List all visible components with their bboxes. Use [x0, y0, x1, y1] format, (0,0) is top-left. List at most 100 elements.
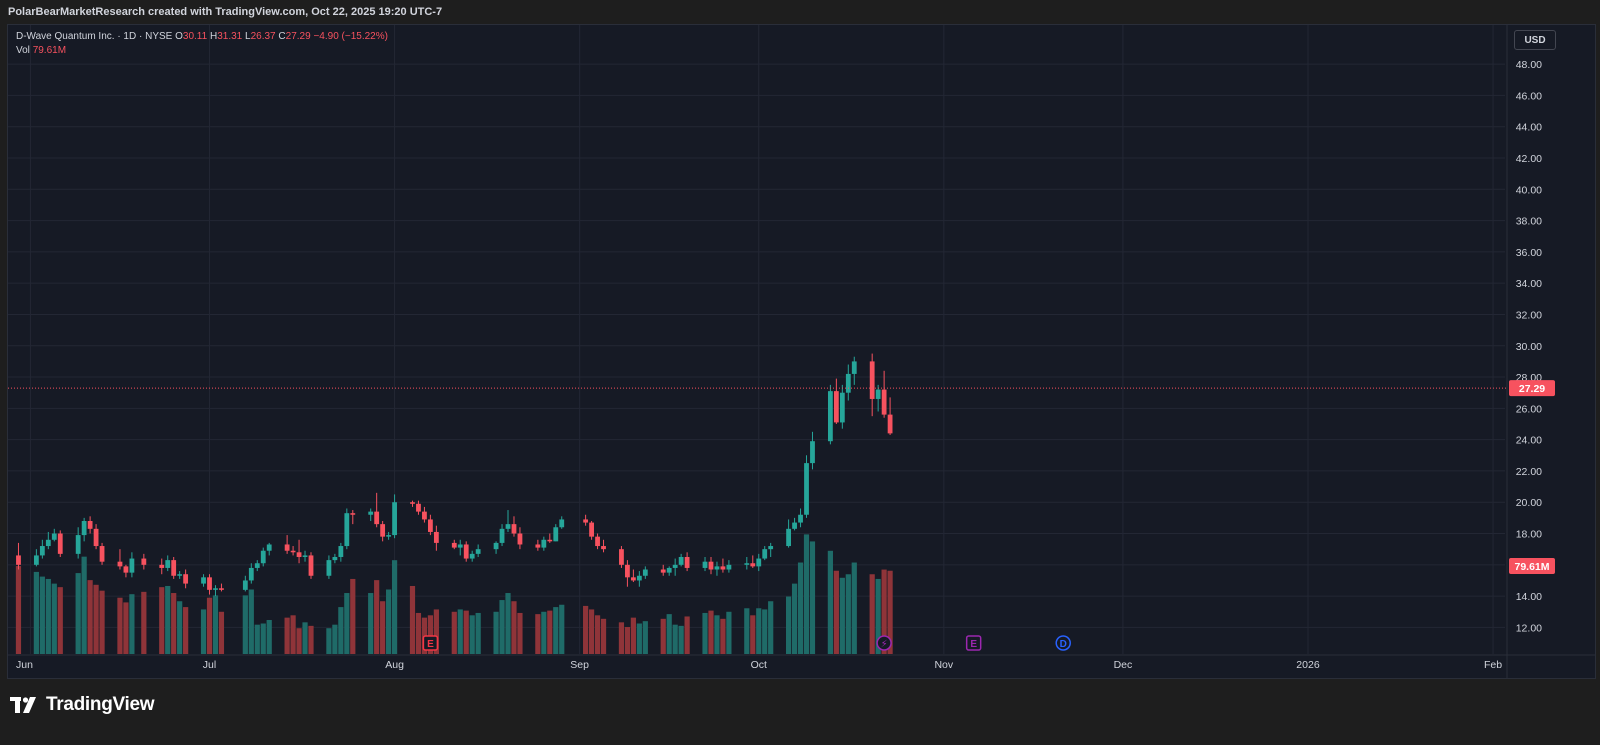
candle-body	[833, 391, 839, 423]
volume-bar	[827, 550, 833, 654]
legend-volume-label: Vol	[16, 45, 30, 56]
volume-bar	[887, 570, 893, 654]
candle-body	[410, 502, 415, 504]
y-tick-label: 36.00	[1516, 247, 1542, 259]
candle-body	[875, 389, 881, 399]
chart-legend: D-Wave Quantum Inc. · 1D · NYSE O30.11 H…	[16, 30, 388, 58]
candle-body	[338, 546, 344, 557]
volume-bar	[624, 627, 631, 654]
candle-body	[499, 528, 505, 543]
last-volume-badge	[1509, 558, 1555, 574]
volume-bar	[308, 625, 314, 654]
y-tick-label: 26.00	[1516, 403, 1542, 415]
volume-bar	[684, 616, 690, 654]
earnings-event-icon	[422, 635, 439, 651]
volume-bar	[33, 571, 39, 654]
volume-bar	[869, 574, 875, 654]
volume-bar	[553, 607, 559, 654]
volume-bar	[51, 583, 57, 654]
volume-bar	[99, 590, 105, 654]
x-tick-label: 2026	[1296, 659, 1320, 671]
volume-bar	[15, 566, 22, 654]
candle-body	[93, 528, 99, 547]
candle-body	[213, 588, 218, 590]
volume-bar	[200, 609, 207, 654]
candle-body	[254, 563, 260, 568]
volume-bar	[171, 593, 177, 654]
y-tick-label: 34.00	[1516, 278, 1542, 290]
volume-bar	[511, 601, 517, 654]
candle-body	[768, 546, 774, 550]
volume-bar	[57, 587, 63, 654]
volume-bar	[141, 591, 147, 654]
y-tick-label: 38.00	[1516, 216, 1542, 228]
candle-body	[810, 441, 815, 464]
candle-body	[171, 560, 177, 576]
dividend-event-icon	[1055, 635, 1071, 651]
volume-bar	[93, 584, 99, 654]
candle-body	[16, 555, 21, 565]
volume-bar	[386, 589, 392, 654]
volume-bar	[559, 604, 565, 654]
candle-body	[845, 373, 851, 393]
volume-bar	[242, 595, 248, 654]
legend-close-value: 27.29	[285, 31, 311, 42]
volume-bar	[45, 578, 51, 654]
volume-bar	[391, 560, 398, 654]
earnings-event-icon	[965, 635, 982, 651]
tradingview-logo[interactable]: TradingView	[10, 693, 155, 717]
candle-body	[559, 519, 565, 528]
candle-body	[326, 560, 332, 576]
candle-body	[595, 536, 600, 547]
legend-symbol: D-Wave Quantum Inc. · 1D · NYSE	[16, 31, 173, 42]
volume-bar	[499, 600, 505, 654]
candle-body	[45, 539, 51, 547]
volume-bar	[583, 605, 589, 654]
y-tick-label: 32.00	[1516, 309, 1542, 321]
volume-bar	[786, 596, 792, 654]
y-tick-label: 18.00	[1516, 529, 1542, 541]
legend-high-value: 31.31	[217, 31, 243, 42]
currency-button[interactable]: USD	[1514, 30, 1556, 50]
candle-body	[99, 546, 105, 562]
volume-bar	[206, 597, 213, 654]
volume-bar	[851, 562, 857, 654]
candle-body	[129, 558, 135, 573]
candle-body	[804, 463, 809, 515]
candle-body	[702, 561, 708, 568]
candle-body	[786, 528, 791, 547]
volume-bar	[744, 608, 750, 654]
candle-body	[260, 550, 266, 564]
candle-body	[792, 522, 797, 529]
candle-body	[344, 513, 350, 547]
y-tick-label: 12.00	[1516, 622, 1542, 634]
volume-bar	[630, 617, 636, 654]
candle-body	[374, 511, 380, 525]
candle-body	[201, 577, 206, 584]
candle-body	[666, 567, 672, 573]
candle-body	[827, 391, 833, 442]
candle-body	[881, 389, 887, 415]
candle-body	[308, 555, 314, 576]
candle-body	[183, 574, 189, 584]
candle-body	[517, 533, 523, 545]
legend-low-value: 26.37	[250, 31, 276, 42]
candle-body	[290, 550, 296, 553]
y-tick-label: 40.00	[1516, 184, 1542, 196]
legend-high-label: H	[209, 31, 218, 42]
candle-body	[642, 569, 648, 576]
earnings-event-label: E	[427, 639, 434, 650]
candle-body	[469, 553, 475, 559]
volume-bar	[415, 612, 422, 654]
volume-bar	[541, 611, 547, 654]
candle-body	[714, 566, 720, 570]
candle-body	[266, 544, 272, 551]
volume-bar	[517, 612, 523, 654]
candle-body	[798, 514, 803, 523]
candle-body	[636, 575, 642, 581]
volume-bar	[457, 609, 463, 654]
volume-bar	[284, 617, 290, 654]
volume-bar	[75, 573, 81, 654]
volume-bar	[248, 589, 254, 654]
